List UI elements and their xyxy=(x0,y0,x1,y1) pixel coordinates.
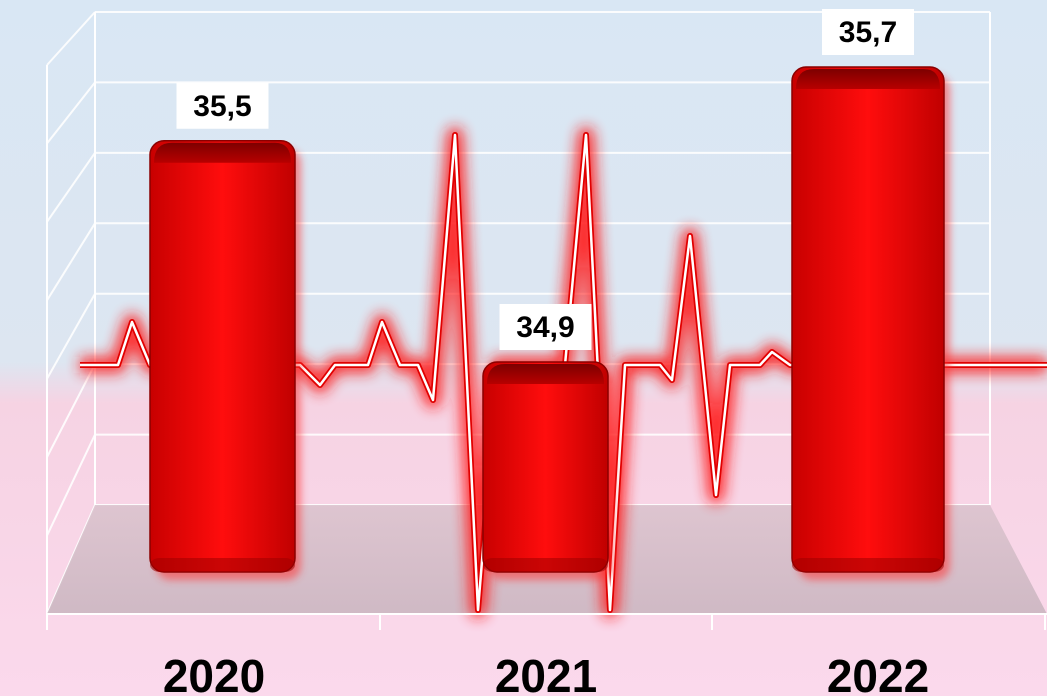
bar-base-shade xyxy=(792,558,944,572)
bar-front xyxy=(791,66,945,573)
data-label-2020: 35,5 xyxy=(193,90,251,123)
x-tick-label-2020: 2020 xyxy=(163,650,265,696)
bar-front xyxy=(482,361,609,573)
bar-top xyxy=(154,142,291,163)
x-tick-label-2021: 2021 xyxy=(495,650,597,696)
gridline-side xyxy=(46,363,96,458)
gridline-side xyxy=(46,81,96,145)
bar-base-shade xyxy=(483,558,608,572)
gridline-side xyxy=(46,152,96,223)
data-label-box xyxy=(822,9,914,55)
bar-base-shade xyxy=(150,558,295,572)
bar-front xyxy=(149,140,296,573)
data-label-2022: 35,7 xyxy=(839,16,897,49)
bar-series: 35,5 34,9 35,7 xyxy=(149,9,950,580)
x-axis: 2020 2021 2022 xyxy=(46,613,1047,696)
bar-top xyxy=(487,364,604,384)
data-label-box xyxy=(176,82,269,129)
gridline-side xyxy=(46,11,96,66)
bar-2021: 34,9 xyxy=(482,304,614,580)
bar-2020: 35,5 xyxy=(149,82,301,580)
gridline-side xyxy=(46,222,96,301)
data-label-2021: 34,9 xyxy=(516,311,574,344)
data-label-box xyxy=(499,304,592,350)
gridline-side xyxy=(46,434,96,537)
bar-top xyxy=(796,69,940,89)
gridline-side xyxy=(46,293,96,380)
bar-2022: 35,7 xyxy=(791,9,950,580)
x-tick-label-2022: 2022 xyxy=(827,650,929,696)
